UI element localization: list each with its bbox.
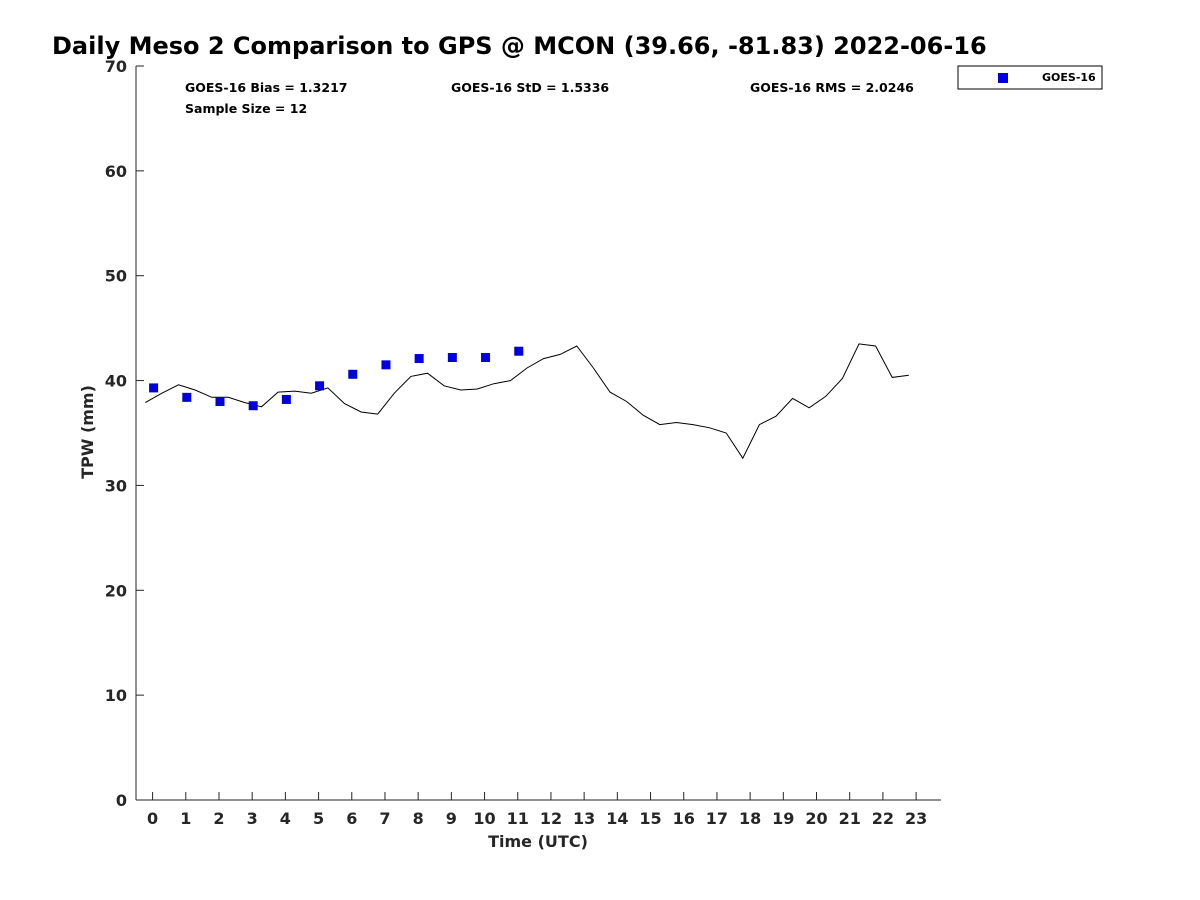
y-tick-label: 40 (105, 372, 127, 391)
goes16-point (182, 392, 192, 402)
x-tick-label: 1 (180, 809, 191, 828)
plot-area (145, 343, 909, 460)
x-axis-ticks: 0 1 2 3 4 5 6 7 8 9 10 11 12 13 14 15 16 17 18 19 20 21 22 23 (147, 792, 927, 828)
gps-line (145, 343, 909, 460)
x-tick-label: 3 (247, 809, 258, 828)
x-tick-label: 23 (905, 809, 927, 828)
y-tick-label: 20 (105, 581, 127, 600)
goes16-point (149, 383, 159, 393)
sample-size-annotation: Sample Size = 12 (185, 101, 307, 116)
rms-annotation: GOES-16 RMS = 2.0246 (750, 80, 914, 95)
x-tick-label: 17 (706, 809, 728, 828)
legend-marker (998, 73, 1008, 83)
x-tick-label: 12 (540, 809, 562, 828)
x-tick-label: 11 (507, 809, 529, 828)
x-axis-label: Time (UTC) (488, 832, 588, 851)
x-tick-label: 21 (839, 809, 861, 828)
x-tick-label: 16 (673, 809, 695, 828)
goes16-point (248, 401, 258, 411)
goes16-point (281, 394, 291, 404)
x-tick-label: 4 (280, 809, 291, 828)
goes16-point (481, 353, 491, 363)
goes16-point (447, 353, 457, 363)
x-tick-label: 14 (606, 809, 628, 828)
x-tick-label: 8 (413, 809, 424, 828)
y-tick-label: 70 (105, 57, 127, 76)
goes16-point (514, 346, 524, 356)
std-annotation: GOES-16 StD = 1.5336 (451, 80, 609, 95)
x-tick-label: 9 (446, 809, 457, 828)
y-tick-label: 10 (105, 686, 127, 705)
bias-annotation: GOES-16 Bias = 1.3217 (185, 80, 347, 95)
x-tick-label: 10 (473, 809, 495, 828)
x-tick-label: 22 (872, 809, 894, 828)
goes16-point (215, 397, 225, 407)
goes16-point (414, 354, 424, 364)
chart-title: Daily Meso 2 Comparison to GPS @ MCON (3… (52, 32, 987, 60)
x-tick-label: 13 (573, 809, 595, 828)
x-tick-label: 18 (739, 809, 761, 828)
legend-box (957, 65, 1103, 90)
goes16-point (315, 381, 325, 391)
x-tick-label: 0 (147, 809, 158, 828)
x-tick-label: 2 (213, 809, 224, 828)
y-tick-label: 0 (116, 791, 127, 810)
goes16-point (381, 360, 391, 370)
x-tick-label: 6 (346, 809, 357, 828)
x-tick-label: 15 (639, 809, 661, 828)
legend-label-goes16: GOES-16 (1042, 71, 1096, 84)
axes (135, 66, 941, 801)
x-tick-label: 19 (772, 809, 794, 828)
y-tick-label: 30 (105, 476, 127, 495)
stats-annotations: GOES-16 Bias = 1.3217 GOES-16 StD = 1.53… (185, 80, 914, 116)
y-axis-ticks: 0 10 20 30 40 50 60 70 (105, 57, 144, 810)
x-tick-label: 7 (379, 809, 390, 828)
y-tick-label: 60 (105, 162, 127, 181)
goes16-point (348, 369, 358, 379)
y-axis-label: TPW (mm) (78, 385, 97, 479)
y-tick-label: 50 (105, 267, 127, 286)
x-tick-label: 5 (313, 809, 324, 828)
x-tick-label: 20 (805, 809, 827, 828)
legend: GOES-16 (957, 65, 1103, 90)
